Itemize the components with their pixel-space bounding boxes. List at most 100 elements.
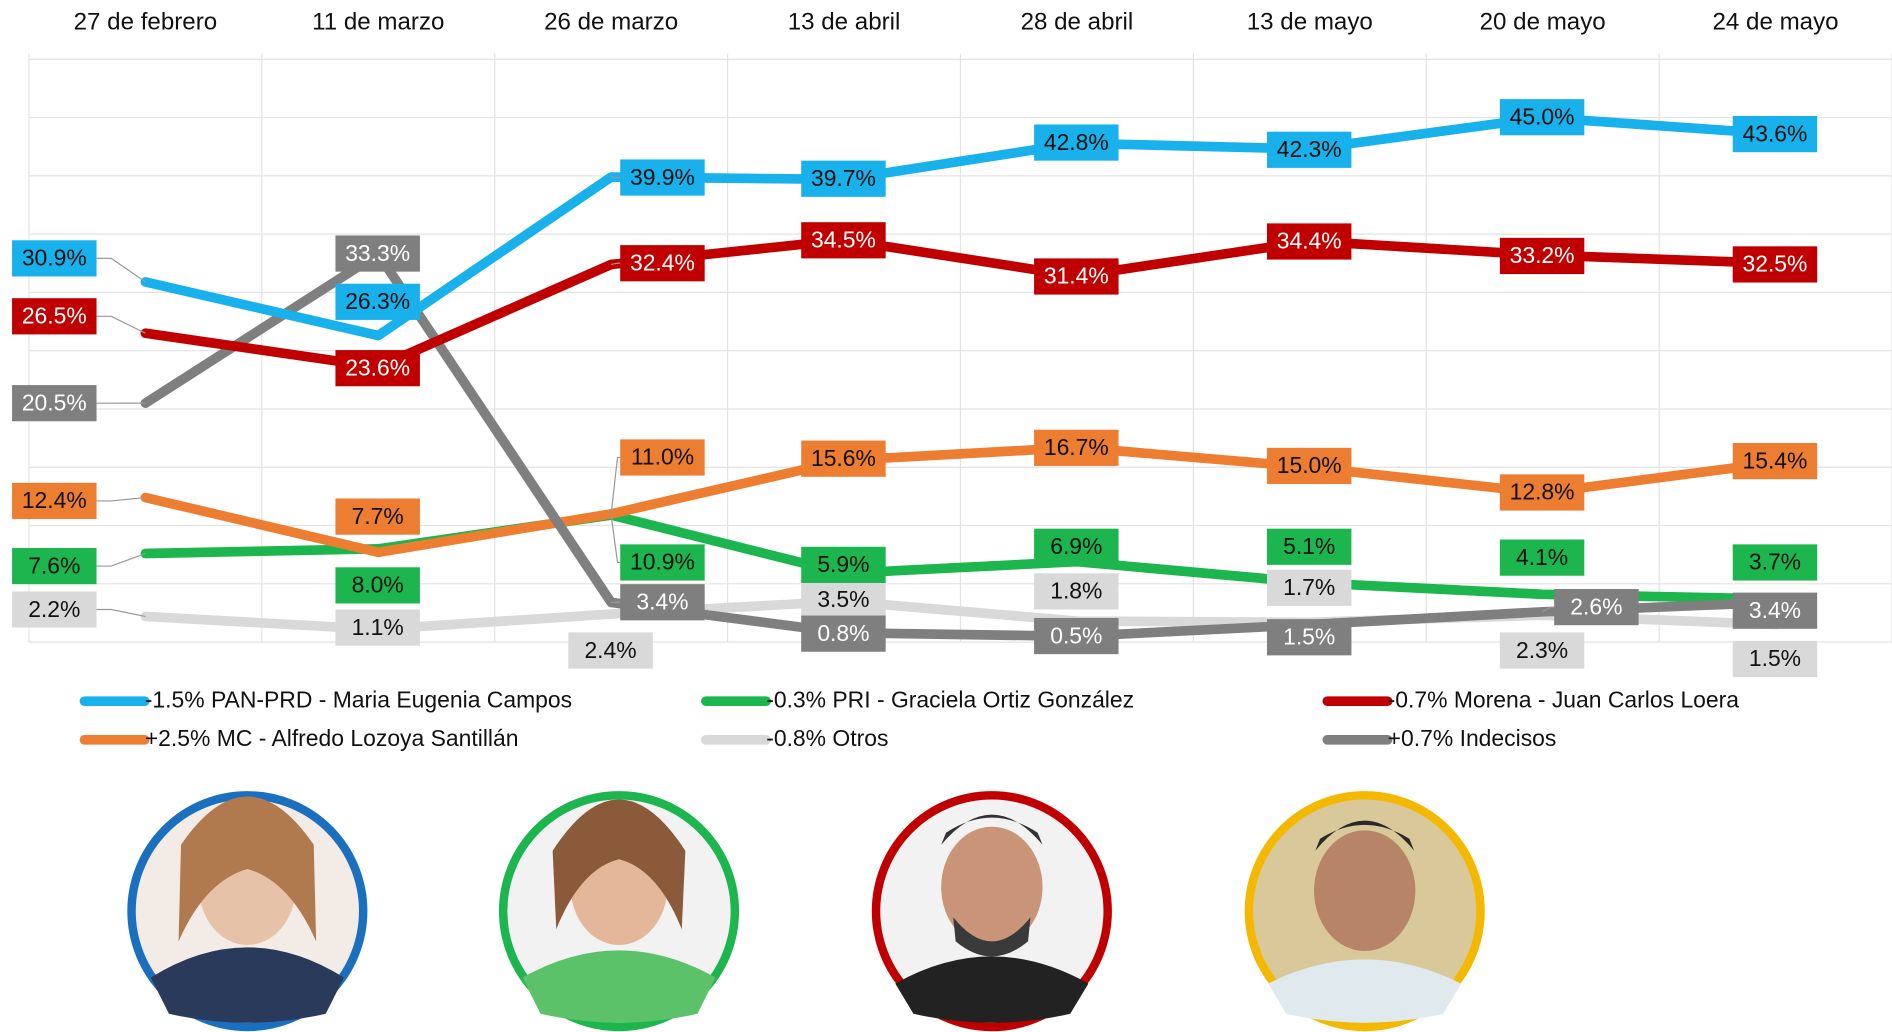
legend-label: -0.7% Morena - Juan Carlos Loera xyxy=(1388,686,1740,712)
legend: -1.5% PAN-PRD - Maria Eugenia Campos -0.3… xyxy=(79,686,1740,751)
legend-label: -0.3% PRI - Graciela Ortiz González xyxy=(766,686,1134,712)
leader-line xyxy=(96,608,146,618)
data-label: 1.8% xyxy=(1050,578,1102,604)
label-box xyxy=(335,283,420,320)
photo-lozoya xyxy=(1244,791,1485,1032)
label-box xyxy=(12,240,97,277)
label-box xyxy=(1554,589,1639,626)
leader-line xyxy=(96,257,146,283)
label-box xyxy=(1034,617,1119,655)
label-box xyxy=(801,160,886,197)
label-box xyxy=(1266,569,1352,606)
label-box xyxy=(1034,258,1119,295)
label-box xyxy=(335,350,420,387)
label-box xyxy=(1732,246,1818,283)
data-label: 1.1% xyxy=(352,614,404,640)
label-box xyxy=(801,546,886,583)
x-tick-label: 24 de mayo xyxy=(1713,8,1839,35)
label-box xyxy=(801,581,886,618)
label-box xyxy=(1499,99,1585,136)
data-label: 1.5% xyxy=(1749,645,1801,671)
label-box xyxy=(1266,528,1352,565)
data-label: 0.5% xyxy=(1050,622,1102,648)
data-label: 7.7% xyxy=(352,503,404,529)
x-tick-label: 13 de mayo xyxy=(1247,8,1373,35)
data-label: 12.4% xyxy=(22,487,87,513)
leader-line xyxy=(611,262,621,266)
leader-line xyxy=(610,456,621,514)
label-box xyxy=(12,482,97,520)
data-label: 5.9% xyxy=(817,551,869,577)
data-label: 8.0% xyxy=(352,572,404,598)
data-label: 2.6% xyxy=(1570,593,1622,619)
label-box xyxy=(1499,474,1585,511)
label-box xyxy=(1499,237,1585,275)
label-box xyxy=(1266,131,1352,168)
data-label: 3.4% xyxy=(1749,597,1801,623)
label-box xyxy=(335,235,420,272)
x-tick-label: 26 de marzo xyxy=(544,8,678,35)
label-box xyxy=(1732,116,1818,153)
data-label: 33.2% xyxy=(1510,242,1575,268)
data-label: 7.6% xyxy=(28,552,80,578)
label-box xyxy=(1499,632,1585,669)
x-tick-label: 13 de abril xyxy=(788,8,901,35)
label-box xyxy=(1266,447,1352,485)
label-box xyxy=(801,222,886,259)
data-label: 3.7% xyxy=(1749,549,1801,575)
label-box xyxy=(1034,124,1119,161)
label-box xyxy=(620,584,705,621)
leader-line xyxy=(611,176,621,179)
data-label: 4.1% xyxy=(1516,544,1568,570)
data-label: 2.3% xyxy=(1516,637,1568,663)
data-label: 30.9% xyxy=(22,245,87,271)
label-box xyxy=(12,547,97,585)
leader-line xyxy=(96,496,146,502)
label-box xyxy=(1034,429,1119,466)
data-label: 39.9% xyxy=(630,164,695,190)
label-box xyxy=(1266,619,1352,656)
data-label: 5.1% xyxy=(1283,533,1335,559)
label-box xyxy=(1034,528,1119,565)
legend-label: -0.8% Otros xyxy=(766,725,888,751)
data-label: 15.4% xyxy=(1742,447,1807,473)
data-label: 33.3% xyxy=(345,240,410,266)
data-label: 43.6% xyxy=(1742,120,1807,146)
data-label: 1.7% xyxy=(1283,574,1335,600)
data-label: 3.4% xyxy=(636,589,688,615)
data-label: 23.6% xyxy=(345,354,410,380)
data-label: 31.4% xyxy=(1044,263,1109,289)
label-box xyxy=(1732,442,1818,480)
data-label: 6.9% xyxy=(1050,533,1102,559)
legend-label: +2.5% MC - Alfredo Lozoya Santillán xyxy=(145,725,519,751)
label-box xyxy=(1732,544,1818,581)
x-tick-label: 20 de mayo xyxy=(1480,8,1606,35)
data-label: 15.0% xyxy=(1277,452,1342,478)
data-label: 32.4% xyxy=(630,249,695,275)
label-box xyxy=(1732,592,1818,629)
leader-line xyxy=(96,315,146,334)
label-box xyxy=(335,498,420,535)
data-label: 11.0% xyxy=(631,444,694,470)
leader-line xyxy=(96,552,146,567)
label-box xyxy=(568,632,653,669)
leader-line xyxy=(1542,606,1555,613)
leader-line xyxy=(610,514,621,564)
photo-ortiz xyxy=(498,791,740,1032)
data-label: 20.5% xyxy=(22,389,87,415)
photos xyxy=(127,791,1485,1032)
data-label: 34.5% xyxy=(811,227,876,253)
data-label: 1.5% xyxy=(1283,624,1335,650)
data-label: 45.0% xyxy=(1510,103,1575,129)
labels: 2.2% 1.1% 2.4% 3.5% 1.8% 1.7% 2.3% 1.5% 7.6% 8.0%… xyxy=(12,99,1818,678)
data-label: 42.3% xyxy=(1277,136,1342,162)
label-box xyxy=(1266,223,1352,260)
label-box xyxy=(1034,573,1119,610)
data-label: 26.5% xyxy=(22,303,87,329)
data-label: 15.6% xyxy=(811,445,876,471)
label-box xyxy=(620,439,705,476)
data-label: 12.8% xyxy=(1510,479,1575,505)
data-label: 26.3% xyxy=(345,288,410,314)
